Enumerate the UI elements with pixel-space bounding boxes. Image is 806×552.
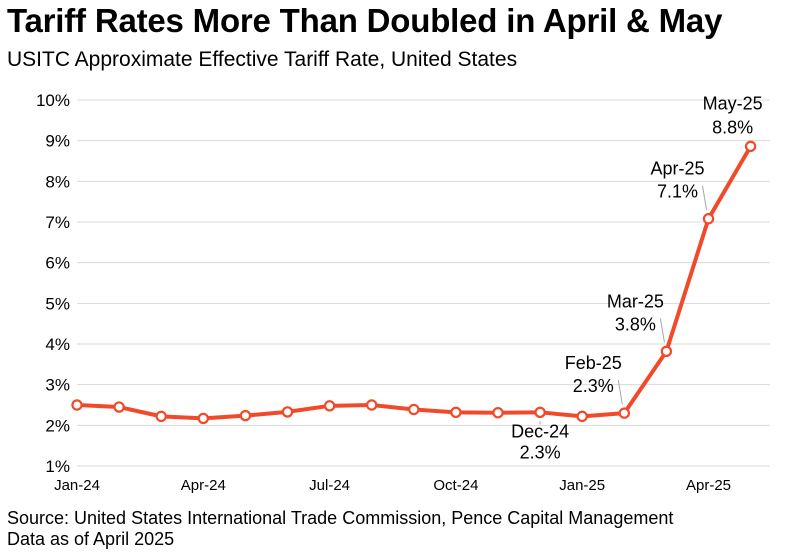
data-point [450, 406, 462, 419]
data-point [197, 412, 209, 425]
data-point [618, 407, 631, 419]
y-tick-label: 8% [45, 172, 70, 191]
x-tick-label: Apr-25 [686, 477, 731, 494]
data-point [366, 399, 378, 411]
x-tick-label: Jan-24 [54, 477, 100, 494]
annotation-leaders [539, 185, 707, 425]
data-points [71, 140, 757, 425]
data-point [71, 399, 83, 411]
chart-title: Tariff Rates More Than Doubled in April … [7, 2, 723, 39]
source-note: Source: United States International Trad… [7, 508, 674, 528]
annotation-leader [659, 318, 665, 343]
data-point [155, 410, 167, 423]
annotation-value-label: 8.8% [712, 117, 753, 137]
annotation-date-label: Dec-24 [511, 421, 569, 441]
data-point [408, 403, 420, 416]
y-tick-label: 1% [45, 457, 70, 476]
annotation-value-label: 2.3% [573, 376, 614, 396]
grid-lines [77, 99, 770, 467]
series-line [75, 144, 753, 421]
y-tick-label: 6% [45, 254, 70, 273]
data-point [281, 406, 294, 418]
annotation-date-label: Feb-25 [565, 353, 622, 373]
y-tick-label: 4% [45, 335, 70, 354]
series-line-path [75, 144, 753, 421]
data-point [744, 140, 757, 153]
x-tick-label: Jan-25 [559, 477, 605, 494]
chart-subtitle: USITC Approximate Effective Tariff Rate,… [7, 48, 518, 71]
data-point [534, 406, 546, 419]
y-tick-label: 3% [45, 376, 70, 395]
y-tick-label: 10% [36, 91, 70, 110]
annotation-leader [617, 380, 623, 405]
data-point [239, 409, 252, 422]
annotation-date-label: Mar-25 [607, 291, 664, 311]
x-tick-label: Jul-24 [309, 477, 350, 494]
x-tick-label: Oct-24 [433, 477, 478, 494]
annotation-value-label: 7.1% [657, 182, 698, 202]
x-tick-label: Apr-24 [181, 477, 226, 494]
annotation-leader [702, 185, 707, 210]
annotation-date-label: May-25 [703, 93, 763, 113]
annotation-value-label: 2.3% [520, 442, 561, 462]
annotation-value-label: 3.8% [615, 314, 656, 334]
footer: Source: United States International Trad… [7, 508, 673, 550]
data-point [113, 401, 125, 413]
y-tick-label: 9% [45, 132, 70, 151]
data-point [323, 400, 336, 412]
data-point [576, 410, 588, 423]
y-tick-label: 5% [45, 294, 70, 313]
x-axis-ticks: Jan-24 Apr-24 Jul-24 Oct-24 Jan-25 Apr-25 [54, 477, 731, 494]
data-as-of-note: Data as of April 2025 [7, 529, 175, 549]
data-point [492, 407, 504, 419]
annotations: Dec-242.3%Feb-252.3%Mar-253.8%Apr-257.1%… [511, 93, 763, 462]
data-point [702, 213, 715, 225]
y-tick-label: 7% [45, 213, 70, 232]
y-tick-label: 2% [45, 416, 70, 435]
data-point [660, 345, 673, 358]
y-axis-ticks: 1% 2% 3% 4% 5% 6% 7% 8% 9% 10% [36, 91, 70, 476]
annotation-date-label: Apr-25 [650, 159, 704, 179]
